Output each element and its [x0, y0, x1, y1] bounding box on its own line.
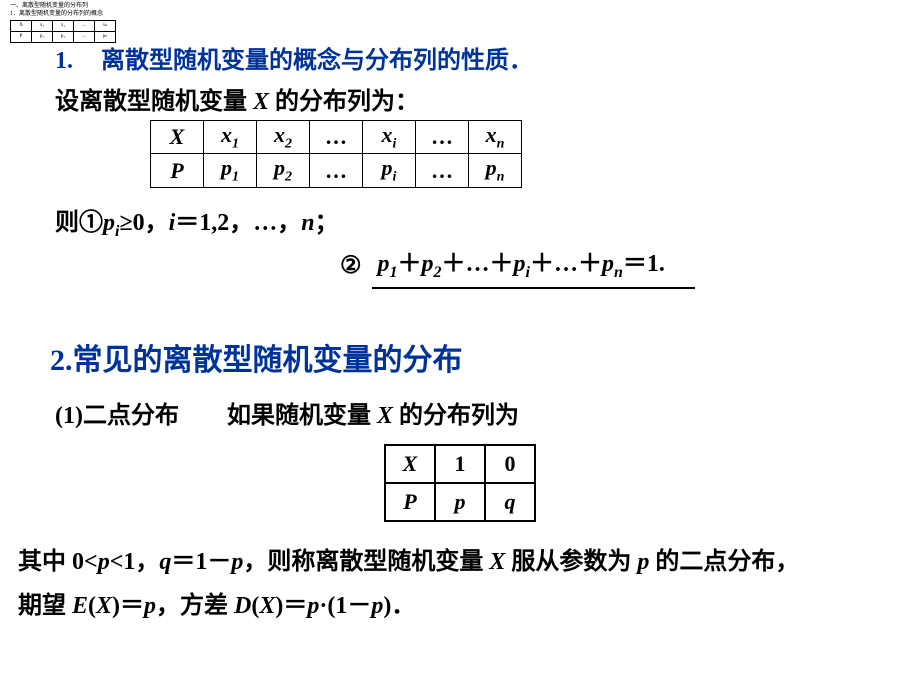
tiny-line1: 一、离散型随机变量的分布列: [10, 2, 116, 10]
sec1-intro: 设离散型随机变量 X 的分布列为：: [55, 81, 920, 116]
table-row: P p q: [385, 483, 535, 521]
section1-heading: 1. 离散型随机变量的概念与分布列的性质．: [55, 40, 920, 75]
table-row: X x1 x2 … xi … xn: [151, 121, 522, 154]
cell-X: X: [151, 121, 204, 154]
distribution-table: X x1 x2 … xi … xn P p1 p2 … pi … pn: [150, 120, 522, 188]
sec1-num: 1.: [55, 48, 73, 74]
sec2-sub1: (1)二点分布 如果随机变量 X 的分布列为: [55, 395, 920, 430]
cell-P: P: [151, 154, 204, 187]
sec2-description: 其中 0<p<1，q＝1－p，则称离散型随机变量 X 服从参数为 p 的二点分布…: [18, 540, 902, 628]
circled-2: ②: [340, 251, 362, 280]
tiny-header: 一、离散型随机变量的分布列 1．离散型随机变量的分布列的概念 X x₁ x₂ ……: [10, 2, 116, 43]
section2-heading: 2.常见的离散型随机变量的分布: [50, 335, 920, 379]
sec1-title: 离散型随机变量的概念与分布列的性质．: [101, 48, 533, 74]
rule2-formula: p1＋p2＋…＋pi＋…＋pn＝1.: [372, 243, 695, 290]
table-row: X 1 0: [385, 445, 535, 483]
rule2: ② p1＋p2＋…＋pi＋…＋pn＝1.: [340, 243, 920, 290]
tiny-line2: 1．离散型随机变量的分布列的概念: [10, 10, 116, 18]
table-row: P p1 p2 … pi … pn: [151, 154, 522, 187]
rule1: 则①pi≥0，i＝1,2，…，n；: [55, 202, 339, 241]
binary-table: X 1 0 P p q: [384, 444, 536, 522]
content: 1. 离散型随机变量的概念与分布列的性质． 设离散型随机变量 X 的分布列为： X…: [0, 40, 920, 628]
